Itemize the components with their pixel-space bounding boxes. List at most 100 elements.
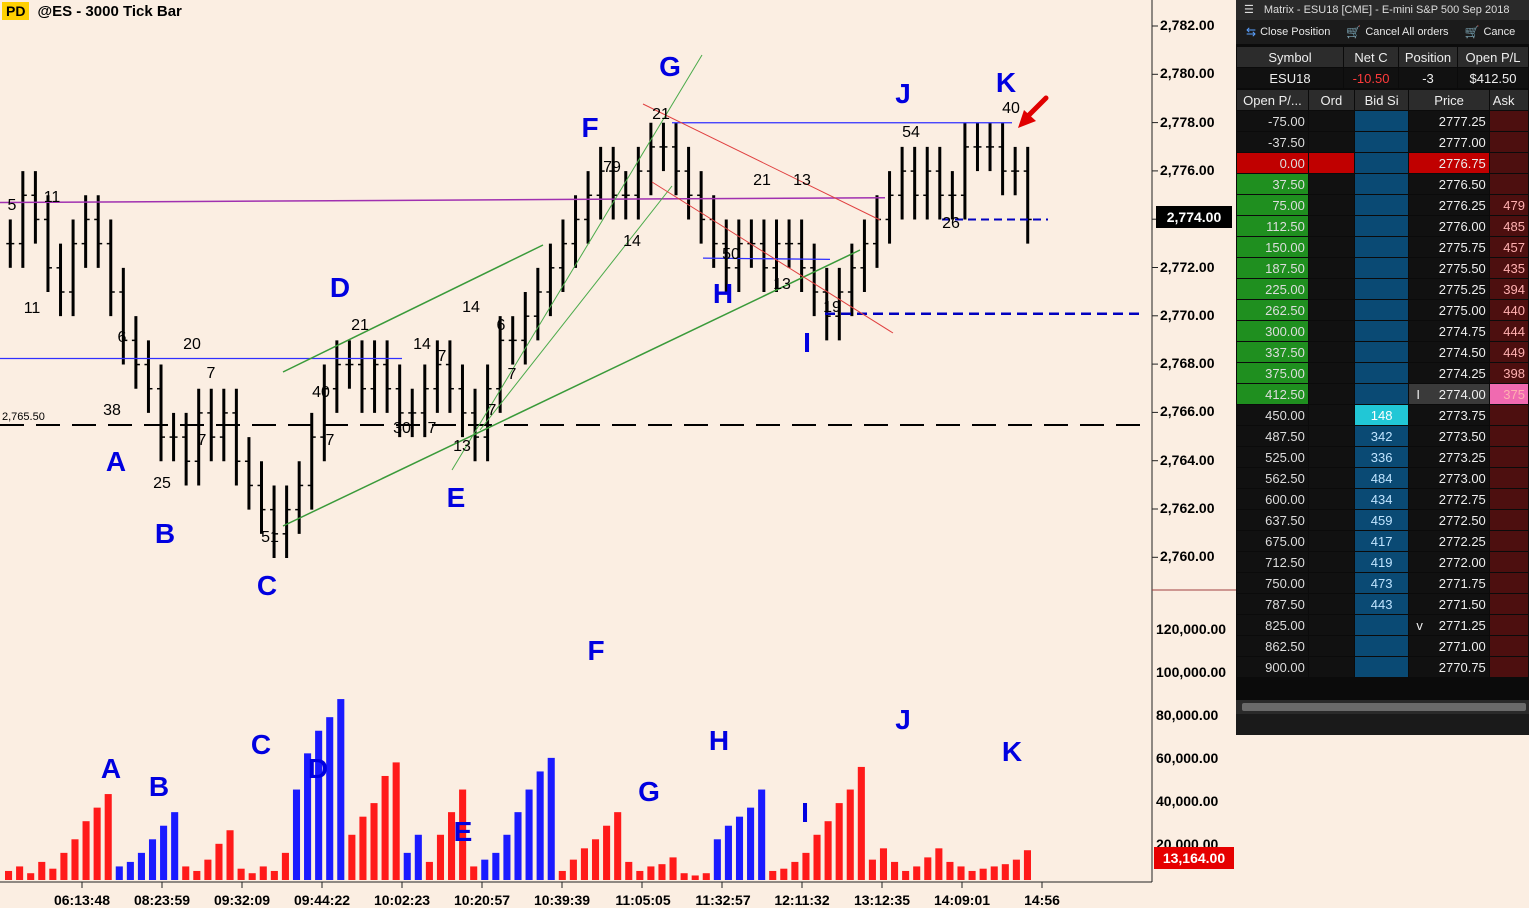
order-cell[interactable] (1307, 635, 1355, 657)
price-ladder[interactable]: Open P/... Ord Bid Si Price Ask -75.00 27… (1236, 89, 1529, 678)
order-cell[interactable] (1307, 194, 1355, 216)
bid-size-cell[interactable] (1353, 635, 1410, 657)
ask-size-cell[interactable]: 449 (1488, 341, 1529, 363)
ask-size-cell[interactable] (1488, 509, 1529, 531)
ask-size-cell[interactable] (1488, 635, 1529, 657)
bid-size-cell[interactable] (1353, 257, 1410, 279)
ladder-row[interactable]: 112.50 2776.00 485 (1236, 215, 1529, 237)
matrix-panel[interactable]: ☰ Matrix - ESU18 [CME] - E-mini S&P 500 … (1236, 0, 1529, 735)
close-position-button[interactable]: ⇆ Close Position (1246, 25, 1330, 39)
matrix-menu-icon[interactable]: ☰ (1244, 4, 1254, 16)
ladder-row[interactable]: 487.50 342 2773.50 (1236, 425, 1529, 447)
bid-size-cell[interactable]: 342 (1353, 425, 1410, 447)
ladder-row[interactable]: 375.00 2774.25 398 (1236, 362, 1529, 384)
ask-size-cell[interactable]: 435 (1488, 257, 1529, 279)
bid-size-cell[interactable]: 419 (1353, 551, 1410, 573)
bid-size-cell[interactable] (1353, 278, 1410, 300)
ask-size-cell[interactable] (1488, 572, 1529, 594)
bid-size-cell[interactable] (1353, 362, 1410, 384)
ask-size-cell[interactable] (1488, 446, 1529, 468)
order-cell[interactable] (1307, 341, 1355, 363)
ladder-row[interactable]: 862.50 2771.00 (1236, 635, 1529, 657)
col-open-pl[interactable]: Open P/L (1457, 46, 1529, 68)
order-cell[interactable] (1307, 614, 1355, 636)
order-cell[interactable] (1307, 215, 1355, 237)
ask-size-cell[interactable] (1488, 131, 1529, 153)
order-cell[interactable] (1307, 110, 1355, 132)
ladder-row[interactable]: 637.50 459 2772.50 (1236, 509, 1529, 531)
matrix-titlebar[interactable]: ☰ Matrix - ESU18 [CME] - E-mini S&P 500 … (1236, 0, 1529, 20)
ask-size-cell[interactable]: 375 (1488, 383, 1529, 405)
ask-size-cell[interactable]: 485 (1488, 215, 1529, 237)
position-row[interactable]: ESU18 -10.50 -3 $412.50 (1236, 67, 1529, 89)
ladder-row[interactable]: 750.00 473 2771.75 (1236, 572, 1529, 594)
ask-size-cell[interactable] (1488, 488, 1529, 510)
bid-size-cell[interactable]: 459 (1353, 509, 1410, 531)
order-cell[interactable] (1307, 383, 1355, 405)
ladder-row[interactable]: 525.00 336 2773.25 (1236, 446, 1529, 468)
ladder-row[interactable]: 300.00 2774.75 444 (1236, 320, 1529, 342)
order-cell[interactable] (1307, 299, 1355, 321)
ladder-row[interactable]: 0.00 2776.75 (1236, 152, 1529, 174)
ladder-row[interactable]: 75.00 2776.25 479 (1236, 194, 1529, 216)
bid-size-cell[interactable]: 148 (1353, 404, 1410, 426)
matrix-scrollbar[interactable] (1236, 700, 1529, 714)
ask-size-cell[interactable] (1488, 614, 1529, 636)
bid-size-cell[interactable] (1353, 131, 1410, 153)
ask-size-cell[interactable]: 457 (1488, 236, 1529, 258)
ladder-row[interactable]: -37.50 2777.00 (1236, 131, 1529, 153)
ladder-row[interactable]: 600.00 434 2772.75 (1236, 488, 1529, 510)
col-price[interactable]: Price (1408, 89, 1490, 111)
bid-size-cell[interactable] (1353, 215, 1410, 237)
col-symbol[interactable]: Symbol (1236, 46, 1344, 68)
bid-size-cell[interactable] (1353, 299, 1410, 321)
ladder-row[interactable]: 562.50 484 2773.00 (1236, 467, 1529, 489)
bid-size-cell[interactable] (1353, 320, 1410, 342)
col-ask-size[interactable]: Ask (1488, 89, 1529, 111)
order-cell[interactable] (1307, 362, 1355, 384)
bid-size-cell[interactable]: 443 (1353, 593, 1410, 615)
order-cell[interactable] (1307, 236, 1355, 258)
ladder-row[interactable]: 675.00 417 2772.25 (1236, 530, 1529, 552)
order-cell[interactable] (1307, 488, 1355, 510)
ask-size-cell[interactable]: 398 (1488, 362, 1529, 384)
cancel-all-orders-button[interactable]: 🛒 Cancel All orders (1346, 25, 1448, 39)
col-position[interactable]: Position (1398, 46, 1458, 68)
bid-size-cell[interactable]: 417 (1353, 530, 1410, 552)
ask-size-cell[interactable] (1488, 530, 1529, 552)
ladder-row[interactable]: 787.50 443 2771.50 (1236, 593, 1529, 615)
ladder-row[interactable]: 412.50 I 2774.00 375 (1236, 383, 1529, 405)
bid-size-cell[interactable] (1353, 173, 1410, 195)
bid-size-cell[interactable]: 434 (1353, 488, 1410, 510)
order-cell[interactable] (1307, 467, 1355, 489)
bid-size-cell[interactable] (1353, 341, 1410, 363)
ladder-row[interactable]: 262.50 2775.00 440 (1236, 299, 1529, 321)
order-cell[interactable] (1307, 278, 1355, 300)
ladder-row[interactable]: -75.00 2777.25 (1236, 110, 1529, 132)
order-cell[interactable] (1307, 257, 1355, 279)
order-cell[interactable] (1307, 572, 1355, 594)
order-cell[interactable] (1307, 173, 1355, 195)
col-net-change[interactable]: Net C (1343, 46, 1399, 68)
ask-size-cell[interactable] (1488, 152, 1529, 174)
pd-badge[interactable]: PD (2, 2, 30, 20)
bid-size-cell[interactable]: 473 (1353, 572, 1410, 594)
ladder-row[interactable]: 712.50 419 2772.00 (1236, 551, 1529, 573)
ladder-row[interactable]: 337.50 2774.50 449 (1236, 341, 1529, 363)
ask-size-cell[interactable] (1488, 173, 1529, 195)
col-orders[interactable]: Ord (1307, 89, 1355, 111)
order-cell[interactable] (1307, 509, 1355, 531)
bid-size-cell[interactable] (1353, 152, 1410, 174)
col-open-pl[interactable]: Open P/... (1236, 89, 1309, 111)
ladder-row[interactable]: 825.00 v 2771.25 (1236, 614, 1529, 636)
ladder-row[interactable]: 450.00 148 2773.75 (1236, 404, 1529, 426)
order-cell[interactable] (1307, 593, 1355, 615)
bid-size-cell[interactable] (1353, 656, 1410, 678)
ask-size-cell[interactable] (1488, 110, 1529, 132)
bid-size-cell[interactable] (1353, 194, 1410, 216)
ladder-row[interactable]: 187.50 2775.50 435 (1236, 257, 1529, 279)
ask-size-cell[interactable]: 444 (1488, 320, 1529, 342)
ask-size-cell[interactable]: 394 (1488, 278, 1529, 300)
